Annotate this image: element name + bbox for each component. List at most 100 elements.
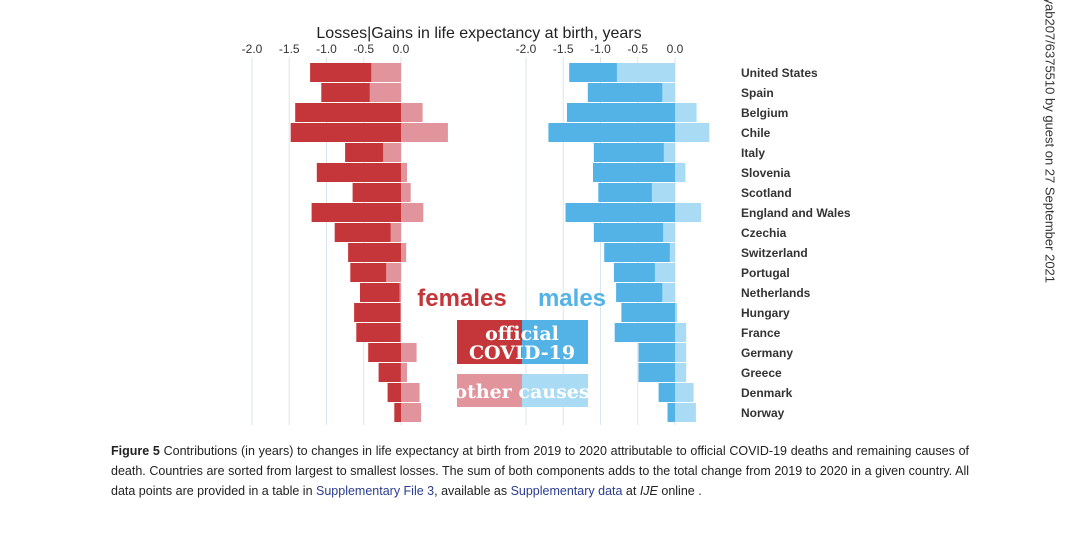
bar-females-covid-8 (334, 223, 401, 242)
bar-males-covid-8 (593, 223, 675, 242)
bar-females-covid-15 (378, 363, 401, 382)
bar-females-covid-9 (348, 243, 401, 262)
bar-males-covid-12 (621, 303, 675, 322)
bar-females-covid-6 (352, 183, 401, 202)
bar-females-covid-2 (295, 103, 401, 122)
bar-males-other-6 (651, 183, 675, 202)
country-label-13: France (741, 326, 781, 340)
bar-males-covid-5 (593, 163, 675, 182)
country-label-1: Spain (741, 86, 774, 100)
bar-males-other-10 (654, 263, 675, 282)
bar-females-covid-3 (290, 123, 401, 142)
bar-males-other-7 (675, 203, 702, 222)
bar-females-other-2 (401, 103, 423, 122)
bar-males-other-11 (662, 283, 675, 302)
bar-males-other-14 (675, 343, 687, 362)
bar-females-other-1 (369, 83, 401, 102)
x-tick-males-2: -1.0 (590, 42, 611, 56)
country-label-0: United States (741, 66, 818, 80)
bar-males-covid-14 (638, 343, 675, 362)
side-watermark: yab207/6375510 by guest on 27 September … (1040, 0, 1060, 551)
country-label-6: Scotland (741, 186, 792, 200)
legend-males: males (538, 285, 606, 312)
country-label-16: Denmark (741, 386, 793, 400)
supplementary-data-link[interactable]: Supplementary data (510, 484, 623, 498)
bar-males-covid-17 (667, 403, 675, 422)
bar-males-other-3 (675, 123, 710, 142)
legend-swatch-females-covid (457, 320, 522, 364)
legend-other: other causes (454, 381, 589, 403)
journal-name: IJE (639, 484, 658, 498)
country-label-7: England and Wales (741, 206, 851, 220)
bar-females-other-6 (401, 183, 411, 202)
legend-swatch-females-other (457, 374, 522, 407)
bar-females-covid-11 (360, 283, 401, 302)
legend-official-line1: official (485, 323, 559, 345)
country-label-14: Germany (741, 346, 793, 360)
bar-males-other-16 (675, 383, 694, 402)
bar-females-other-7 (401, 203, 424, 222)
bar-females-other-13 (400, 323, 401, 342)
bar-females-other-8 (390, 223, 401, 242)
x-tick-females-0: -2.0 (242, 42, 263, 56)
country-label-17: Norway (741, 406, 785, 420)
bar-males-other-1 (662, 83, 675, 102)
bar-females-covid-14 (368, 343, 401, 362)
bar-females-covid-12 (354, 303, 401, 322)
x-tick-females-3: -0.5 (353, 42, 374, 56)
country-label-11: Netherlands (741, 286, 811, 300)
bar-females-other-15 (401, 363, 407, 382)
bar-males-other-2 (675, 103, 697, 122)
bar-males-covid-13 (614, 323, 675, 342)
bar-females-other-4 (383, 143, 401, 162)
country-label-8: Czechia (741, 226, 787, 240)
x-tick-males-4: 0.0 (667, 42, 684, 56)
bar-males-covid-16 (658, 383, 675, 402)
country-label-2: Belgium (741, 106, 788, 120)
download-note: yab207/6375510 by guest on 27 September … (1042, 0, 1058, 284)
bar-females-covid-17 (394, 403, 401, 422)
supplementary-file-link[interactable]: Supplementary File 3 (316, 484, 435, 498)
bar-females-other-11 (399, 283, 401, 302)
x-tick-males-3: -0.5 (627, 42, 648, 56)
bar-males-covid-11 (616, 283, 675, 302)
country-label-3: Chile (741, 126, 771, 140)
bar-females-other-17 (401, 403, 422, 422)
bar-females-other-3 (401, 123, 448, 142)
x-tick-females-1: -1.5 (279, 42, 300, 56)
caption-text-3: at (622, 484, 640, 498)
bar-males-covid-1 (587, 83, 675, 102)
bar-males-other-8 (663, 223, 675, 242)
life-expectancy-chart: Losses|Gains in life expectancy at birth… (242, 25, 851, 425)
caption-text-1: Contributions (in years) to changes in l… (111, 444, 969, 498)
bar-males-covid-4 (593, 143, 675, 162)
bar-males-other-13 (675, 323, 687, 342)
bar-females-other-0 (371, 63, 401, 82)
bar-females-other-14 (401, 343, 417, 362)
bar-females-other-12 (400, 303, 401, 322)
bar-males-other-15 (675, 363, 687, 382)
country-labels: United States Spain Belgium Chile Italy Slove… (741, 66, 851, 420)
bar-females-covid-13 (356, 323, 401, 342)
bar-males-other-12 (675, 303, 678, 322)
x-tick-females-4: 0.0 (393, 42, 410, 56)
bar-females-other-16 (401, 383, 420, 402)
bar-males-other-4 (663, 143, 675, 162)
figure-caption: Figure 5 Contributions (in years) to cha… (111, 441, 969, 501)
x-tick-males-0: -2.0 (516, 42, 537, 56)
bar-females-other-9 (401, 243, 407, 262)
bar-males-other-0 (616, 63, 675, 82)
bar-males-other-17 (675, 403, 696, 422)
country-label-10: Portugal (741, 266, 790, 280)
legend: females males official COVID-19 other ca… (417, 285, 606, 407)
x-tick-females-2: -1.0 (316, 42, 337, 56)
bar-males-other-9 (669, 243, 675, 262)
bar-males-covid-7 (565, 203, 675, 222)
bar-males-other-5 (675, 163, 686, 182)
legend-swatch-males-other (522, 374, 588, 407)
bar-males-covid-9 (604, 243, 675, 262)
bar-females-covid-16 (387, 383, 401, 402)
legend-swatch-males-covid (522, 320, 588, 364)
x-tick-labels: -2.0 -1.5 -1.0 -0.5 0.0 -2.0 -1.5 -1.0 -0.5 0.0 (242, 42, 684, 56)
country-label-4: Italy (741, 146, 765, 160)
